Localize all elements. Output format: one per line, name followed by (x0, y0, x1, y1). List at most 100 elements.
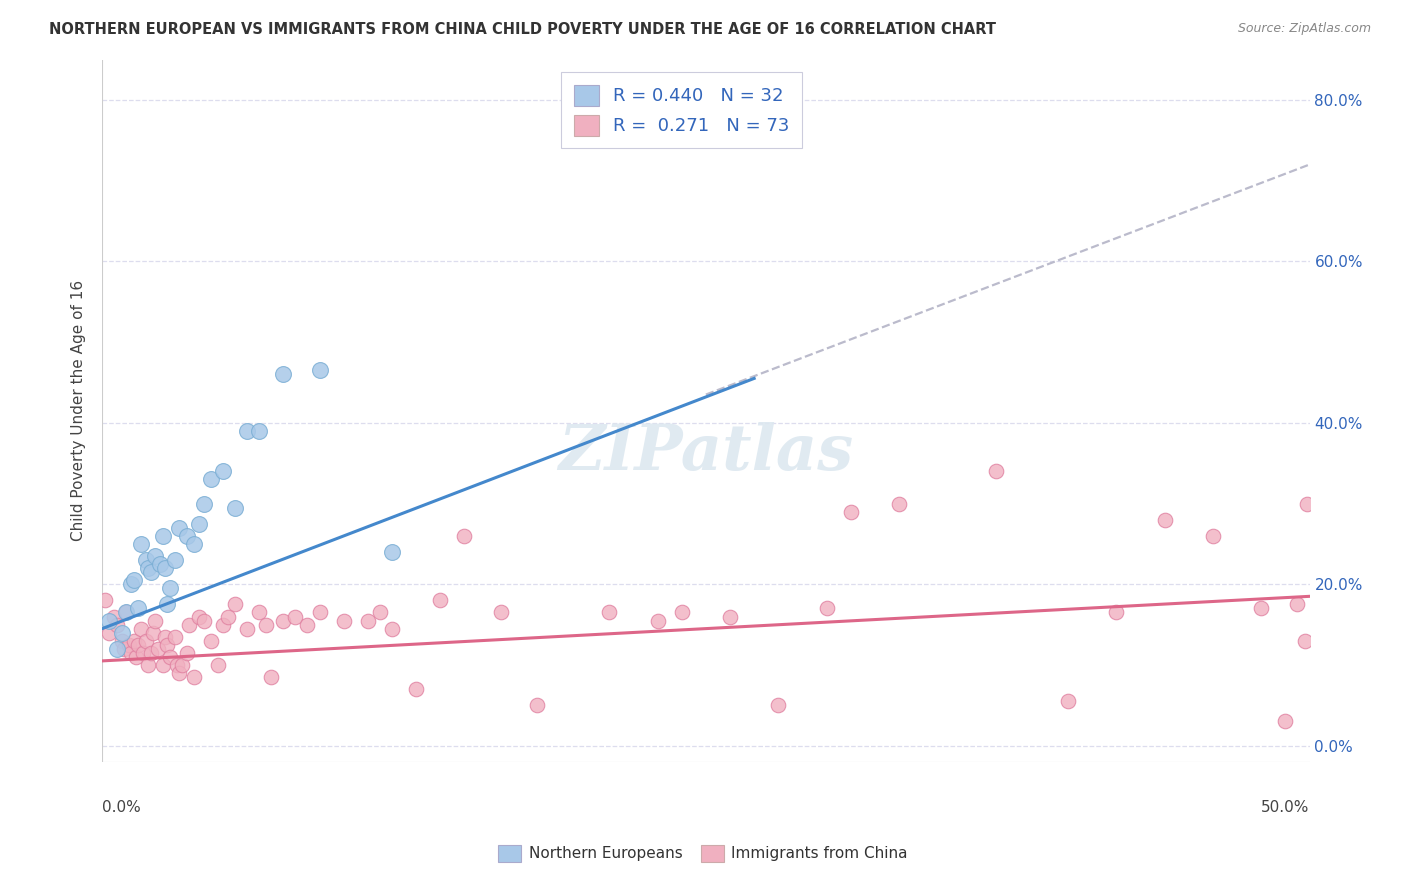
Point (429, 593, 451, 607)
Point (1274, 714, 1296, 729)
Point (139, 646, 162, 660)
Point (136, 561, 159, 575)
Text: ZIPatlas: ZIPatlas (558, 422, 853, 483)
Point (224, 500, 246, 515)
Point (193, 496, 215, 510)
Point (887, 496, 910, 510)
Point (183, 537, 205, 551)
Point (98, 625, 121, 640)
Point (156, 638, 179, 652)
Text: 50.0%: 50.0% (1261, 800, 1309, 815)
Legend: R = 0.440   N = 32, R =  0.271   N = 73: R = 0.440 N = 32, R = 0.271 N = 73 (561, 72, 803, 148)
Point (1294, 633, 1316, 648)
Point (122, 573, 145, 587)
Point (598, 606, 620, 620)
Point (159, 649, 181, 664)
Point (159, 581, 181, 595)
Point (271, 368, 294, 382)
Point (453, 529, 475, 543)
Point (768, 698, 790, 713)
Point (105, 617, 128, 632)
Point (247, 606, 270, 620)
Point (125, 649, 148, 664)
Point (308, 363, 330, 377)
Point (166, 657, 188, 672)
Point (115, 606, 138, 620)
Point (152, 529, 174, 543)
Point (236, 622, 259, 636)
Point (110, 625, 132, 640)
Point (1286, 598, 1309, 612)
Point (381, 545, 404, 559)
Point (176, 646, 198, 660)
Point (193, 614, 215, 628)
Point (1105, 606, 1128, 620)
Point (127, 638, 149, 652)
Point (152, 657, 174, 672)
Point (247, 424, 270, 438)
Point (139, 565, 162, 579)
Point (179, 617, 201, 632)
Point (110, 633, 132, 648)
Point (200, 472, 222, 486)
Point (297, 617, 319, 632)
Point (815, 601, 838, 615)
Point (103, 609, 125, 624)
Point (405, 682, 427, 697)
Point (1202, 529, 1225, 543)
Point (1057, 694, 1080, 708)
Point (129, 622, 152, 636)
Point (260, 670, 283, 684)
Point (671, 606, 693, 620)
Point (146, 641, 169, 656)
Point (170, 657, 193, 672)
Point (105, 641, 128, 656)
Point (98, 614, 121, 628)
Point (187, 516, 209, 531)
Point (839, 505, 862, 519)
Point (122, 633, 145, 648)
Text: Source: ZipAtlas.com: Source: ZipAtlas.com (1237, 22, 1371, 36)
Point (136, 657, 159, 672)
Point (118, 638, 141, 652)
Point (112, 641, 135, 656)
Y-axis label: Child Poverty Under the Age of 16: Child Poverty Under the Age of 16 (72, 280, 86, 541)
Point (120, 646, 142, 660)
Point (135, 553, 157, 567)
Point (1153, 513, 1175, 527)
Point (489, 606, 512, 620)
Point (271, 614, 294, 628)
Point (284, 609, 307, 624)
Point (647, 113, 669, 128)
Point (93, 593, 115, 607)
Point (368, 606, 391, 620)
Point (156, 598, 179, 612)
Point (153, 561, 176, 575)
Point (120, 577, 142, 591)
Point (1296, 496, 1319, 510)
Point (169, 665, 191, 680)
Point (357, 614, 380, 628)
Legend: Northern Europeans, Immigrants from China: Northern Europeans, Immigrants from Chin… (492, 838, 914, 868)
Point (381, 622, 404, 636)
Point (143, 614, 166, 628)
Point (200, 633, 222, 648)
Point (187, 609, 209, 624)
Point (135, 633, 157, 648)
Point (217, 609, 239, 624)
Point (718, 609, 741, 624)
Point (132, 646, 155, 660)
Point (142, 625, 165, 640)
Point (224, 598, 246, 612)
Point (153, 630, 176, 644)
Point (169, 521, 191, 535)
Point (163, 630, 186, 644)
Text: NORTHERN EUROPEAN VS IMMIGRANTS FROM CHINA CHILD POVERTY UNDER THE AGE OF 16 COR: NORTHERN EUROPEAN VS IMMIGRANTS FROM CHI… (49, 22, 997, 37)
Point (163, 553, 186, 567)
Point (308, 606, 330, 620)
Point (176, 529, 198, 543)
Point (127, 601, 149, 615)
Point (236, 424, 259, 438)
Point (647, 614, 669, 628)
Point (183, 670, 205, 684)
